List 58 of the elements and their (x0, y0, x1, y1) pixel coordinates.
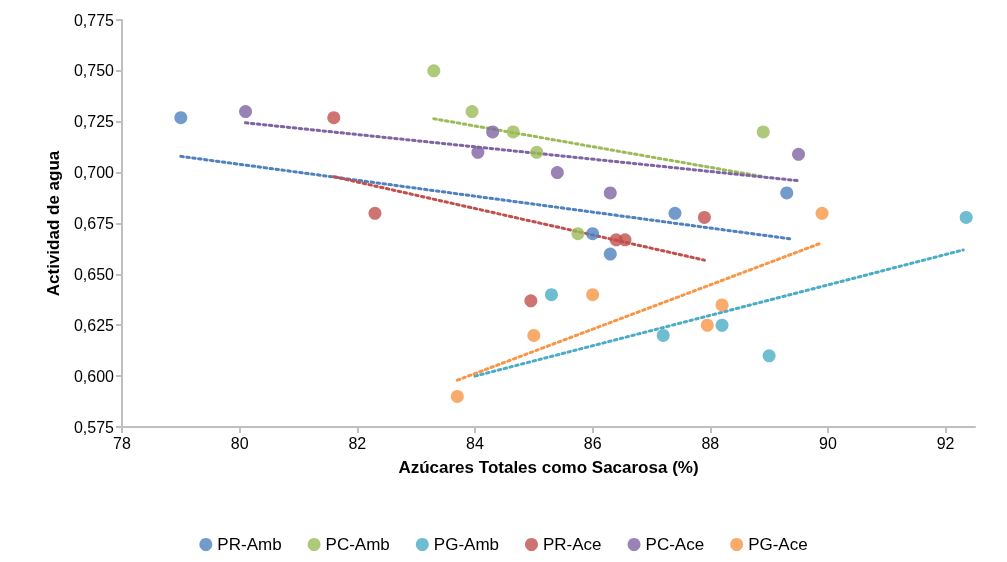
point (792, 147, 806, 161)
y-tick-label: 0,600 (73, 367, 115, 385)
y-tick-label: 0,650 (73, 265, 115, 283)
x-tick-label: 86 (583, 434, 602, 452)
point (959, 210, 973, 224)
point (762, 349, 776, 363)
point (715, 298, 729, 312)
y-tick-label: 0,775 (73, 11, 115, 29)
y-axis-title: Actividad de agua (44, 150, 63, 297)
point (700, 318, 714, 332)
y-tick-label: 0,575 (73, 418, 115, 436)
y-tick-label: 0,725 (73, 113, 115, 131)
point (603, 247, 617, 261)
point (571, 227, 585, 241)
legend-label: PC-Amb (325, 535, 390, 554)
legend-label: PR-Ace (542, 535, 602, 554)
y-tick-label: 0,700 (73, 164, 115, 182)
point (239, 105, 253, 119)
x-tick-label: 92 (936, 434, 955, 452)
point (618, 233, 632, 247)
point (715, 318, 729, 332)
point (756, 125, 770, 139)
x-axis-title: Azúcares Totales como Sacarosa (%) (398, 458, 699, 477)
point (586, 288, 600, 302)
point (506, 125, 520, 139)
x-tick-label: 78 (113, 434, 131, 452)
point (486, 125, 500, 139)
point (427, 64, 441, 78)
y-tick-label: 0,675 (73, 215, 115, 232)
x-tick-label: 90 (819, 434, 837, 452)
point (471, 145, 485, 159)
x-tick-label: 84 (466, 434, 484, 452)
point (697, 210, 711, 224)
point (465, 105, 479, 119)
point (327, 111, 341, 125)
point (656, 328, 670, 342)
legend-label: PR-Amb (217, 535, 282, 554)
x-tick-label: 88 (701, 434, 720, 452)
point (368, 206, 382, 220)
legend-label: PG-Ace (748, 535, 808, 554)
point (780, 186, 794, 200)
y-tick-label: 0,625 (73, 316, 115, 334)
point (174, 111, 188, 125)
y-tick-label: 0,750 (73, 62, 115, 80)
legend-label: PC-Ace (645, 535, 705, 554)
point (668, 206, 682, 220)
point (815, 206, 829, 220)
point (524, 294, 538, 308)
point (530, 145, 544, 159)
legend-label: PG-Amb (433, 535, 499, 554)
x-tick-label: 82 (348, 434, 367, 452)
point (527, 328, 541, 342)
point (450, 389, 464, 403)
point (544, 288, 558, 302)
point (603, 186, 617, 200)
point (586, 227, 600, 241)
x-tick-label: 80 (230, 434, 249, 452)
point (550, 166, 564, 180)
